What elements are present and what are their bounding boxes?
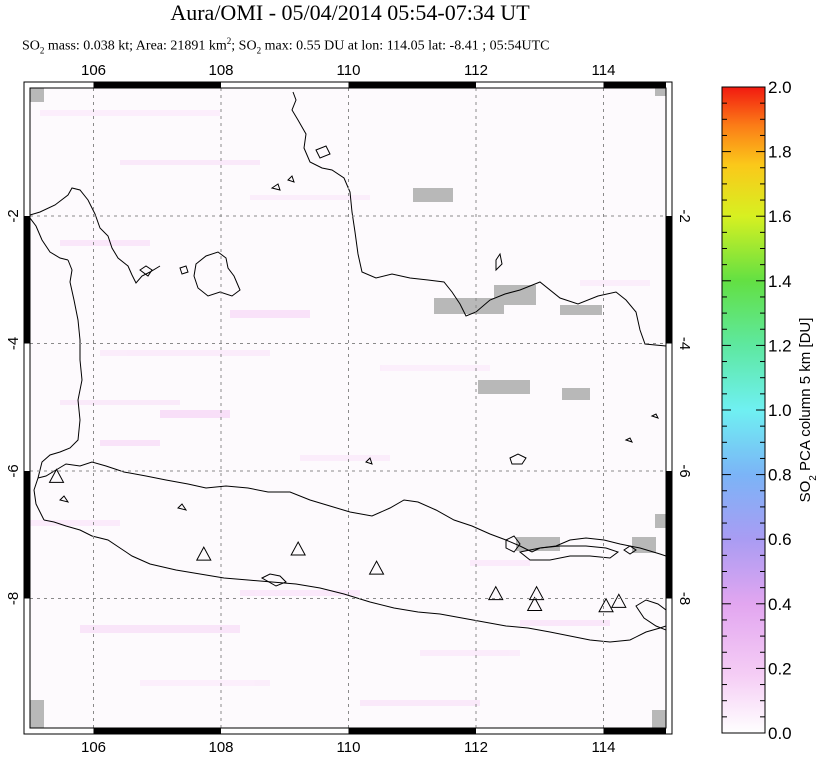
colorbar-tick-label: 0.2	[768, 659, 792, 678]
lon-label-top: 114	[592, 62, 616, 79]
map-title: Aura/OMI - 05/04/2014 05:54-07:34 UT	[170, 0, 530, 25]
frame-bar-top	[348, 82, 476, 88]
bangka-island	[193, 251, 241, 297]
colorbar-tick-label: 2.0	[768, 78, 792, 97]
lat-label-left: -8	[5, 592, 22, 605]
volcano-marker	[290, 540, 306, 556]
colorbar-tick-label: 0.0	[768, 724, 792, 743]
frame-outer-border	[23, 81, 673, 735]
bali-island	[635, 599, 666, 631]
colorbar-tick-label: 0.6	[768, 530, 792, 549]
bawean-island	[509, 453, 527, 465]
map-frame	[23, 81, 673, 735]
lon-label-bottom: 112	[464, 739, 488, 756]
volcano-marker	[528, 585, 545, 601]
subtitle-so2max-text: max: 0.55 DU at lon: 114.05 lat: -8.41 ;…	[261, 38, 550, 54]
subtitle-so2-label: SO	[22, 38, 40, 54]
no-data-pixels	[30, 88, 666, 728]
lon-label-bottom: 114	[592, 739, 616, 756]
volcano-marker	[526, 596, 543, 612]
colorbar-tick-label: 1.0	[768, 401, 792, 420]
frame-bar-left	[24, 216, 30, 344]
java-north-coast	[37, 461, 666, 557]
frame-bar-bottom	[93, 728, 221, 734]
frame-bar-top	[603, 82, 666, 88]
colorbar-tick-label: 1.6	[768, 207, 792, 226]
lon-label-top: 112	[464, 62, 488, 79]
subtitle-so2max-subscript: 2	[256, 45, 262, 56]
lon-label-top: 108	[208, 62, 233, 79]
colorbar-tick-label: 1.8	[768, 143, 792, 162]
volcano-marker	[598, 597, 614, 613]
lon-label-bottom: 106	[81, 739, 106, 756]
frame-bar-bottom	[603, 728, 666, 734]
subtitle-so2max-label: ; SO	[231, 38, 257, 54]
subtitle-mass-area: mass: 0.038 kt; Area: 21891 km	[44, 38, 227, 54]
colorbar-tick-label: 0.8	[768, 466, 792, 485]
lon-label-bottom: 108	[208, 739, 233, 756]
colorbar-tick-label: 1.4	[768, 272, 792, 291]
lat-label-left: -4	[5, 337, 22, 350]
volcano-marker	[610, 593, 627, 608]
grid-lines	[30, 88, 666, 728]
frame-bar-bottom	[348, 728, 476, 734]
frame-bar-left	[24, 471, 30, 599]
volcano-marker	[487, 585, 504, 601]
subtitle-so2-subscript: 2	[39, 45, 45, 56]
colorbar-title: SO2 PCA column 5 km [DU]	[797, 318, 819, 503]
volcano-marker	[195, 546, 212, 561]
lat-label-right: -2	[676, 209, 693, 222]
frame-bar-right	[666, 216, 672, 344]
lat-label-right: -6	[676, 464, 693, 477]
madura-island	[518, 545, 620, 561]
frame-bar-top	[93, 82, 221, 88]
lat-label-right: -8	[676, 592, 693, 605]
java-south-coast	[43, 519, 666, 643]
subtitle-area-superscript: 2	[226, 36, 232, 46]
colorbar-ticks	[722, 86, 765, 734]
axis-labels: 106 106 108 108 110 110 112 112 114 114 -2 -4 -6 -8 -2…	[5, 62, 693, 756]
volcano-layer	[48, 468, 627, 613]
coastlines	[30, 91, 666, 643]
frame-border	[29, 87, 667, 729]
lat-label-left: -2	[5, 209, 22, 222]
lat-label-right: -4	[676, 337, 693, 350]
map-subtitle: SO2 mass: 0.038 kt; Area: 21891 km2; SO2…	[22, 36, 550, 55]
colorbar-tick-label: 0.4	[768, 595, 792, 614]
lat-label-left: -6	[5, 464, 22, 477]
lon-label-bottom: 110	[337, 739, 361, 756]
lon-label-top: 110	[337, 62, 361, 79]
volcano-marker	[48, 468, 65, 483]
so2-streaks	[30, 110, 650, 706]
colorbar-tick-labels: 0.0 0.2 0.4 0.6 0.8 1.0 1.2 1.4 1.6 1.8 2.0	[768, 78, 792, 743]
lon-label-top: 106	[81, 62, 106, 79]
frame-bar-right	[666, 471, 672, 599]
volcano-marker	[368, 560, 385, 575]
colorbar-tick-label: 1.2	[768, 336, 792, 355]
